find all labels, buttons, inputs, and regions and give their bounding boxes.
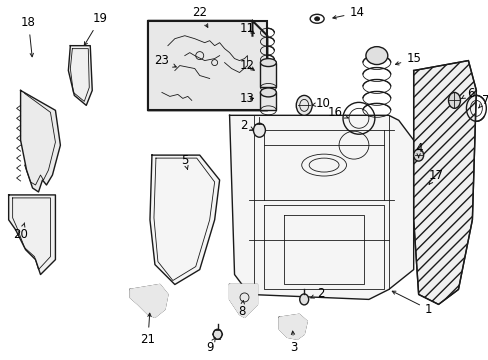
Text: 21: 21	[140, 313, 155, 346]
Polygon shape	[68, 46, 92, 105]
Text: 23: 23	[154, 54, 176, 67]
Ellipse shape	[260, 59, 276, 67]
Polygon shape	[20, 90, 61, 192]
Text: 12: 12	[240, 59, 254, 72]
Text: 10: 10	[311, 97, 330, 110]
Text: 6: 6	[461, 87, 473, 100]
Ellipse shape	[314, 17, 319, 21]
Ellipse shape	[253, 123, 265, 137]
Ellipse shape	[213, 329, 222, 339]
Text: 11: 11	[240, 22, 254, 35]
Ellipse shape	[365, 47, 387, 64]
Bar	[148, 21, 267, 111]
Ellipse shape	[299, 294, 308, 305]
Text: 22: 22	[192, 6, 207, 27]
Polygon shape	[279, 314, 306, 339]
Text: 5: 5	[181, 154, 188, 170]
Text: 9: 9	[205, 338, 215, 354]
Text: 18: 18	[21, 16, 36, 57]
Ellipse shape	[447, 93, 460, 108]
Text: 2: 2	[239, 119, 253, 132]
Text: 7: 7	[478, 94, 488, 108]
Text: 4: 4	[414, 141, 422, 158]
Polygon shape	[150, 155, 219, 284]
Polygon shape	[229, 284, 257, 317]
Ellipse shape	[413, 149, 423, 161]
Polygon shape	[229, 115, 413, 300]
Polygon shape	[130, 284, 167, 317]
Polygon shape	[9, 195, 55, 275]
Text: 1: 1	[391, 291, 431, 316]
Polygon shape	[413, 60, 475, 305]
Text: 2: 2	[310, 287, 324, 300]
Ellipse shape	[260, 88, 276, 97]
Text: 3: 3	[290, 331, 297, 354]
Text: 19: 19	[84, 12, 107, 45]
Text: 15: 15	[395, 52, 420, 65]
Ellipse shape	[296, 95, 311, 115]
Text: 8: 8	[237, 301, 244, 318]
Bar	[260, 63, 276, 87]
Text: 20: 20	[13, 223, 28, 241]
Text: 13: 13	[240, 92, 254, 105]
Text: 14: 14	[332, 6, 364, 19]
Text: 16: 16	[327, 106, 347, 119]
Bar	[260, 93, 276, 111]
Text: 17: 17	[428, 168, 443, 184]
